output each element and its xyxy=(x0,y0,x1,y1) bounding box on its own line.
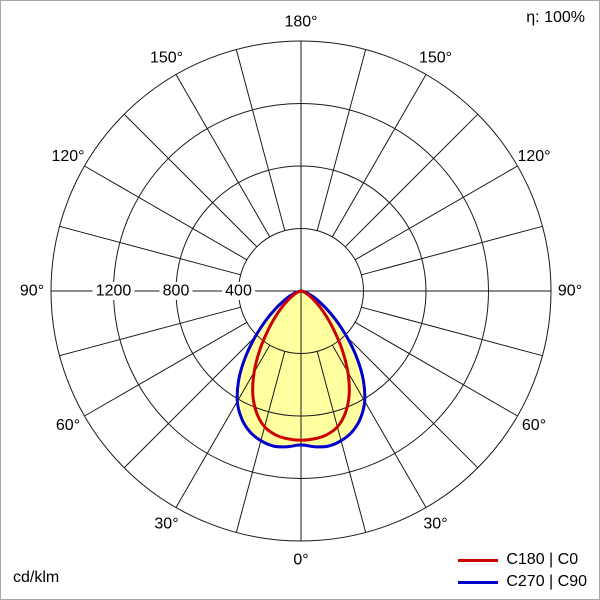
grid-radial-line xyxy=(361,225,543,276)
grid-radial-line xyxy=(331,74,427,238)
radial-tick-label: 400 xyxy=(225,283,252,300)
radial-tick-label: 1200 xyxy=(96,283,132,300)
legend-item-c270-c90: C270 | C90 xyxy=(458,574,587,590)
grid-radial-line xyxy=(84,321,248,417)
radial-tick-bg xyxy=(222,282,255,300)
grid-radial-line xyxy=(123,113,258,248)
curve-c270-c90 xyxy=(235,289,367,449)
legend: C180 | C0 C270 | C90 xyxy=(458,552,587,590)
legend-label-c180-c0: C180 | C0 xyxy=(506,551,579,568)
angle-label: 90° xyxy=(558,283,582,300)
unit-label: cd/klm xyxy=(13,569,60,586)
grid-radial-line xyxy=(175,74,271,238)
angle-label: 180° xyxy=(284,14,317,31)
grid-radial-line xyxy=(235,49,286,231)
legend-line-red xyxy=(458,558,499,562)
grid-radial-line xyxy=(59,306,241,357)
angle-label: 30° xyxy=(423,516,447,533)
legend-label-c270-c90: C270 | C90 xyxy=(506,573,587,590)
radial-tick-bg xyxy=(92,282,135,300)
angle-label: 30° xyxy=(154,516,178,533)
grid-radial-line xyxy=(361,306,543,357)
curve-c180-c0 xyxy=(251,289,351,442)
grid-radial-line xyxy=(344,334,479,469)
angle-label: 150° xyxy=(419,50,452,67)
radial-tick-label: 800 xyxy=(163,283,190,300)
angle-label: 90° xyxy=(20,283,44,300)
angle-label: 60° xyxy=(522,417,546,434)
angle-label: 0° xyxy=(293,552,308,569)
angle-label: 60° xyxy=(56,417,80,434)
radial-tick-bg xyxy=(159,282,193,300)
grid-radial-line xyxy=(123,334,258,469)
efficiency-label: η: 100% xyxy=(526,9,585,26)
legend-item-c180-c0: C180 | C0 xyxy=(458,552,578,568)
angle-label: 120° xyxy=(517,148,550,165)
grid-radial-line xyxy=(344,113,479,248)
grid-radial-line xyxy=(354,321,518,417)
angle-label: 150° xyxy=(150,50,183,67)
grid-radial-line xyxy=(316,49,367,231)
grid-radial-line xyxy=(84,165,248,261)
grid-radial-line xyxy=(354,165,518,261)
legend-line-blue xyxy=(458,580,499,584)
angle-label: 120° xyxy=(51,148,84,165)
grid-radial-line xyxy=(59,225,241,276)
